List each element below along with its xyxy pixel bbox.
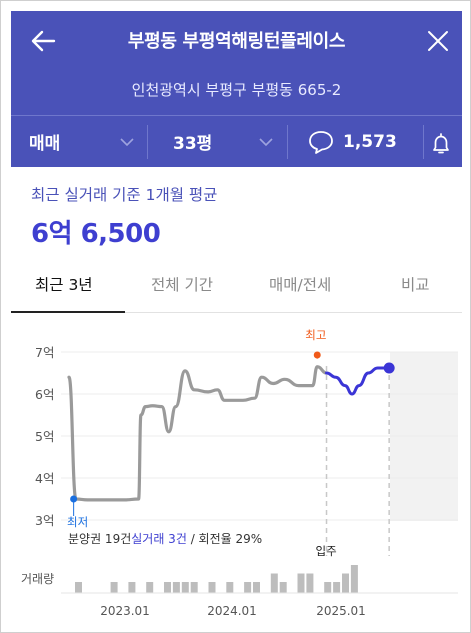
size-label: 33평 xyxy=(173,134,213,154)
toolbar-divider xyxy=(423,125,424,159)
high-marker-dot xyxy=(313,351,321,359)
deal-type-select[interactable]: 매매 xyxy=(29,116,134,167)
header-divider xyxy=(11,115,462,116)
y-tick-label: 7억 xyxy=(35,345,54,360)
y-tick-label: 5억 xyxy=(35,429,54,444)
volume-bar xyxy=(306,573,314,593)
volume-bar xyxy=(164,582,171,593)
volume-label: 거래량 xyxy=(21,572,54,586)
latest-price-dot xyxy=(383,362,395,374)
move-in-label: 입주 xyxy=(316,544,337,558)
volume-bar xyxy=(172,582,180,593)
volume-bar xyxy=(350,565,358,593)
toolbar-divider xyxy=(287,125,288,159)
active-tab-underline xyxy=(11,311,125,313)
comments-button[interactable]: 1,573 xyxy=(307,116,417,167)
address: 인천광역시 부평구 부평동 665-2 xyxy=(131,81,342,99)
average-label: 최근 실거래 기준 1개월 평균 xyxy=(31,186,218,204)
y-tick-label: 3억 xyxy=(35,513,54,528)
speech-bubble-icon xyxy=(309,130,333,154)
average-price: 6억 6,500 xyxy=(31,219,161,249)
x-tick-label: 2023.01 xyxy=(100,604,150,618)
volume-bar xyxy=(181,582,189,593)
comment-count: 1,573 xyxy=(343,131,397,152)
volume-bar xyxy=(253,582,260,593)
y-tick-label: 6억 xyxy=(35,387,54,402)
volume-bar xyxy=(244,582,252,593)
toolbar-divider xyxy=(147,125,148,159)
volume-bar xyxy=(146,582,154,593)
volume-bar xyxy=(190,582,198,593)
period-tabs: 최근 3년 전체 기간 매매/전세 비교 xyxy=(11,263,462,313)
bell-icon[interactable] xyxy=(429,132,453,156)
volume-bar xyxy=(333,582,341,593)
volume-bar xyxy=(208,582,216,593)
deal-type-label: 매매 xyxy=(29,134,61,154)
recent-price-line xyxy=(325,366,391,396)
volume-bar xyxy=(297,573,305,593)
volume-bar xyxy=(75,582,82,593)
tab-all-period[interactable]: 전체 기간 xyxy=(151,276,213,294)
size-select[interactable]: 33평 xyxy=(173,116,273,167)
tab-recent-3y[interactable]: 최근 3년 xyxy=(35,276,93,294)
volume-bar xyxy=(342,573,349,593)
back-arrow-icon[interactable] xyxy=(29,27,57,55)
chevron-down-icon xyxy=(259,137,273,146)
header: 부평동 부평역해링턴플레이스 인천광역시 부평구 부평동 665-2 매매 33… xyxy=(11,11,462,167)
tab-compare[interactable]: 비교 xyxy=(401,276,430,294)
close-icon[interactable] xyxy=(424,27,452,55)
volume-bar xyxy=(226,582,234,593)
volume-bar xyxy=(279,582,287,593)
price-history-line xyxy=(67,365,329,502)
y-tick-label: 4억 xyxy=(35,471,54,486)
volume-bar xyxy=(324,582,332,593)
tab-sale-jeonse[interactable]: 매매/전세 xyxy=(269,276,332,294)
page-title: 부평동 부평역해링턴플레이스 xyxy=(127,31,346,52)
volume-bar xyxy=(270,573,278,593)
x-tick-label: 2025.01 xyxy=(316,604,366,618)
chart-footnote: 분양권 19건실거래 3건 / 회전율 29% xyxy=(68,532,262,546)
volume-bar xyxy=(110,582,118,593)
volume-bar xyxy=(128,582,136,593)
low-marker-label: 최저 xyxy=(67,515,88,529)
chevron-down-icon xyxy=(120,137,134,146)
high-marker-label: 최고 xyxy=(305,328,326,342)
x-tick-label: 2024.01 xyxy=(207,604,257,618)
